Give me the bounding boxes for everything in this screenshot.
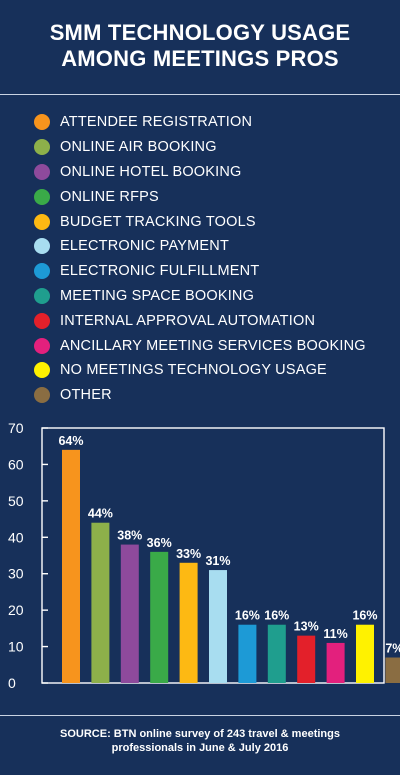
legend: ATTENDEE REGISTRATION ONLINE AIR BOOKING O…	[34, 110, 366, 408]
legend-swatch	[34, 213, 50, 230]
bar	[356, 624, 374, 683]
source-note: SOURCE: BTN online survey of 243 travel …	[0, 727, 400, 755]
legend-item: ONLINE HOTEL BOOKING	[34, 160, 366, 185]
legend-swatch	[34, 188, 50, 205]
legend-swatch	[34, 287, 50, 304]
legend-swatch	[34, 238, 50, 255]
legend-swatch	[34, 114, 50, 131]
data-label: 16%	[235, 609, 260, 623]
y-tick-label: 20	[8, 602, 24, 618]
y-tick-label: 50	[8, 493, 24, 509]
bar	[238, 624, 257, 683]
data-label: 11%	[323, 627, 347, 641]
data-label: 7%	[385, 642, 400, 656]
legend-item: MEETING SPACE BOOKING	[34, 284, 366, 309]
legend-label: ONLINE RFPS	[60, 188, 159, 205]
legend-label: ELECTRONIC PAYMENT	[60, 238, 230, 255]
legend-item: ELECTRONIC PAYMENT	[34, 234, 366, 259]
data-label: 16%	[264, 609, 289, 623]
bar	[62, 449, 80, 683]
data-label: 31%	[205, 554, 230, 568]
y-tick-label: 0	[8, 675, 16, 691]
legend-swatch	[34, 312, 50, 329]
data-label: 36%	[147, 536, 172, 550]
bar	[179, 562, 198, 683]
legend-label: MEETING SPACE BOOKING	[60, 287, 255, 304]
legend-label: OTHER	[60, 387, 112, 404]
y-tick-label: 10	[8, 639, 24, 655]
title-divider	[0, 94, 400, 95]
legend-item: BUDGET TRACKING TOOLS	[34, 209, 366, 234]
source-line-2: professionals in June & July 2016	[111, 742, 289, 754]
data-label: 44%	[88, 507, 113, 521]
bar	[120, 544, 139, 683]
legend-label: ONLINE HOTEL BOOKING	[60, 163, 242, 180]
legend-item: ONLINE AIR BOOKING	[34, 135, 366, 160]
y-tick-label: 40	[8, 529, 24, 545]
legend-label: INTERNAL APPROVAL AUTOMATION	[60, 312, 316, 329]
legend-item: ONLINE RFPS	[34, 184, 366, 209]
legend-swatch	[34, 263, 50, 280]
y-tick-label: 60	[8, 456, 24, 472]
bar-chart: 0 10 20 30 40 50 60 70 64% 44% 38% 36% 33% 31% 16% 16% 1…	[8, 420, 400, 691]
legend-label: NO MEETINGS TECHNOLOGY USAGE	[60, 362, 327, 379]
bar	[326, 642, 345, 683]
legend-swatch	[34, 163, 50, 180]
data-label: 64%	[58, 434, 83, 448]
legend-item: ANCILLARY MEETING SERVICES BOOKING	[34, 333, 366, 358]
legend-label: ONLINE AIR BOOKING	[60, 139, 217, 156]
source-divider	[0, 715, 400, 716]
bar	[209, 570, 227, 683]
bar	[385, 657, 400, 683]
bar	[91, 522, 110, 683]
legend-swatch	[34, 139, 50, 156]
legend-item: NO MEETINGS TECHNOLOGY USAGE	[34, 358, 366, 383]
legend-item: INTERNAL APPROVAL AUTOMATION	[34, 308, 366, 333]
legend-item: ATTENDEE REGISTRATION	[34, 110, 366, 135]
legend-item: OTHER	[34, 383, 366, 408]
legend-swatch	[34, 362, 50, 379]
title-line-2: AMONG MEETINGS PROS	[61, 46, 339, 71]
bar	[150, 551, 169, 683]
legend-swatch	[34, 387, 50, 404]
data-label: 13%	[294, 620, 319, 634]
data-label: 38%	[117, 529, 142, 543]
data-label: 33%	[176, 547, 201, 561]
legend-label: ELECTRONIC FULFILLMENT	[60, 263, 260, 280]
legend-item: ELECTRONIC FULFILLMENT	[34, 259, 366, 284]
y-tick-label: 30	[8, 566, 24, 582]
y-tick-label: 70	[8, 420, 24, 436]
bar	[297, 635, 316, 683]
bar	[267, 624, 286, 683]
chart-title: SMM TECHNOLOGY USAGE AMONG MEETINGS PROS	[0, 20, 400, 72]
legend-label: ATTENDEE REGISTRATION	[60, 114, 253, 131]
legend-label: ANCILLARY MEETING SERVICES BOOKING	[60, 337, 366, 354]
legend-label: BUDGET TRACKING TOOLS	[60, 213, 256, 230]
title-line-1: SMM TECHNOLOGY USAGE	[49, 20, 351, 45]
source-line-1: SOURCE: BTN online survey of 243 travel …	[60, 728, 340, 740]
legend-swatch	[34, 337, 50, 354]
data-label: 16%	[352, 609, 377, 623]
